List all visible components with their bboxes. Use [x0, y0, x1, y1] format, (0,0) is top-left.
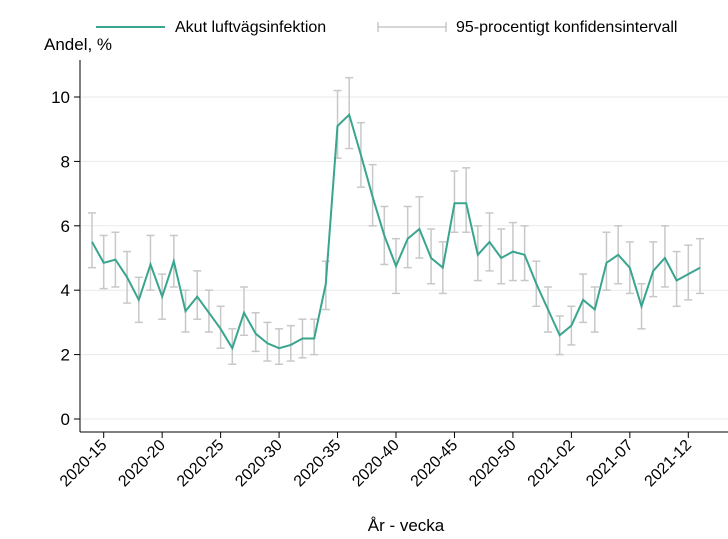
data-line [91, 112, 701, 351]
error-bar [345, 76, 354, 150]
x-tick-label: 2021-07 [583, 437, 637, 491]
error-bar [286, 324, 295, 362]
x-tick-label: 2021-02 [525, 437, 579, 491]
error-bar [579, 273, 588, 324]
error-bar [415, 196, 424, 259]
y-tick-label: 4 [61, 281, 70, 300]
x-tick-label: 2021-12 [642, 437, 696, 491]
x-tick-label: 2020-50 [466, 437, 520, 491]
error-bar [263, 321, 272, 362]
error-bar [275, 328, 284, 366]
error-bar [660, 225, 669, 288]
y-axis-title: Andel, % [44, 35, 112, 54]
x-tick-label: 2020-25 [174, 437, 228, 491]
error-bar [684, 244, 693, 301]
legend-label: Akut luftvägsinfektion [175, 19, 326, 36]
y-tick-label: 0 [61, 410, 70, 429]
x-tick-label: 2020-40 [349, 437, 403, 491]
error-bar [649, 241, 658, 298]
error-bar [602, 231, 611, 291]
x-axis-title: År - vecka [368, 516, 445, 535]
y-tick-label: 8 [61, 152, 70, 171]
x-tick-label: 2020-35 [291, 437, 345, 491]
error-bar [450, 170, 459, 233]
y-tick-label: 10 [51, 88, 70, 107]
error-bar [88, 212, 96, 269]
y-tick-label: 2 [61, 346, 70, 365]
y-tick-label: 6 [61, 217, 70, 236]
error-bar [462, 167, 471, 233]
x-tick-label: 2020-20 [115, 437, 169, 491]
error-bar [696, 237, 704, 295]
error-bar [520, 225, 529, 282]
legend-label: 95-procentigt konfidensintervall [456, 19, 677, 36]
error-bar [403, 205, 412, 269]
x-tick-label: 2020-15 [57, 437, 111, 491]
x-tick-label: 2020-30 [232, 437, 286, 491]
x-tick-label: 2020-45 [408, 437, 462, 491]
